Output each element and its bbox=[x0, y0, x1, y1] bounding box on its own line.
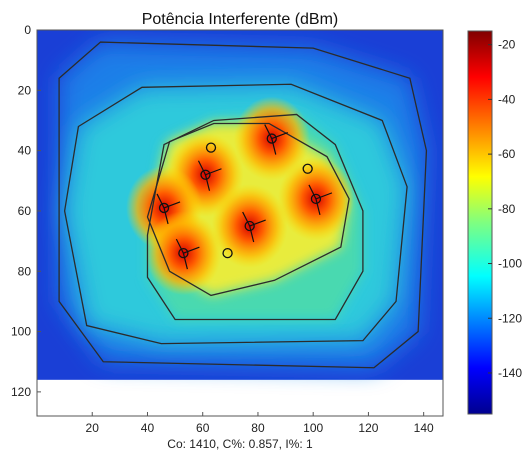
transmitter-marker bbox=[175, 238, 200, 270]
contour-line-third bbox=[146, 113, 364, 321]
y-tick-label: 60 bbox=[18, 204, 32, 218]
colorbar-scale bbox=[467, 30, 493, 415]
x-tick-label: 140 bbox=[414, 421, 434, 435]
contour-line-outer bbox=[58, 41, 428, 369]
x-tick-label: 80 bbox=[251, 421, 265, 435]
colorbar-tick-label: -120 bbox=[498, 311, 522, 325]
footer-stats: Co: 1410, C%: 0.857, I%: 1 bbox=[167, 437, 313, 451]
y-tick-label: 20 bbox=[18, 83, 32, 97]
contour-line-second bbox=[63, 83, 408, 345]
receiver-layer bbox=[205, 142, 313, 259]
colorbar-ticks: -20 -40 -60 -80 -100 -120 -140 bbox=[488, 38, 522, 380]
colorbar-tick-label: -140 bbox=[498, 366, 522, 380]
chart-title: Potência Interferente (dBm) bbox=[142, 11, 339, 28]
y-tick-label: 80 bbox=[18, 264, 32, 278]
y-tick-label: 40 bbox=[18, 144, 32, 158]
y-axis: 0 20 40 60 80 100 120 bbox=[11, 23, 41, 399]
receiver-marker bbox=[205, 142, 217, 153]
y-tick-label: 100 bbox=[11, 325, 31, 339]
x-axis: 20 40 60 80 100 120 140 bbox=[86, 412, 434, 435]
colorbar-tick-label: -60 bbox=[498, 147, 516, 161]
x-tick-label: 40 bbox=[141, 421, 155, 435]
colorbar-tick-label: -40 bbox=[498, 92, 516, 106]
x-tick-label: 100 bbox=[303, 421, 323, 435]
colorbar: -20 -40 -60 -80 -100 -120 -140 bbox=[467, 30, 522, 415]
plot-area bbox=[37, 30, 443, 416]
contour-line-inner bbox=[146, 122, 350, 297]
y-tick-label: 120 bbox=[11, 385, 31, 399]
colorbar-tick-label: -100 bbox=[498, 257, 522, 271]
contour-layer bbox=[58, 41, 428, 369]
transmitter-layer bbox=[156, 124, 333, 270]
transmitter-marker bbox=[242, 211, 266, 243]
receiver-marker bbox=[222, 248, 233, 259]
transmitter-marker bbox=[264, 124, 288, 155]
transmitter-marker bbox=[197, 160, 222, 191]
heat-field bbox=[37, 30, 443, 380]
colorbar-tick-label: -20 bbox=[498, 38, 516, 52]
x-tick-label: 60 bbox=[196, 421, 210, 435]
y-tick-label: 0 bbox=[24, 23, 31, 37]
x-tick-label: 120 bbox=[358, 421, 378, 435]
plot-frame bbox=[36, 29, 444, 417]
colorbar-tick-label: -80 bbox=[498, 202, 516, 216]
receiver-marker bbox=[302, 163, 313, 174]
transmitter-marker bbox=[308, 184, 333, 216]
transmitter-marker bbox=[156, 193, 181, 225]
x-tick-label: 20 bbox=[86, 421, 100, 435]
